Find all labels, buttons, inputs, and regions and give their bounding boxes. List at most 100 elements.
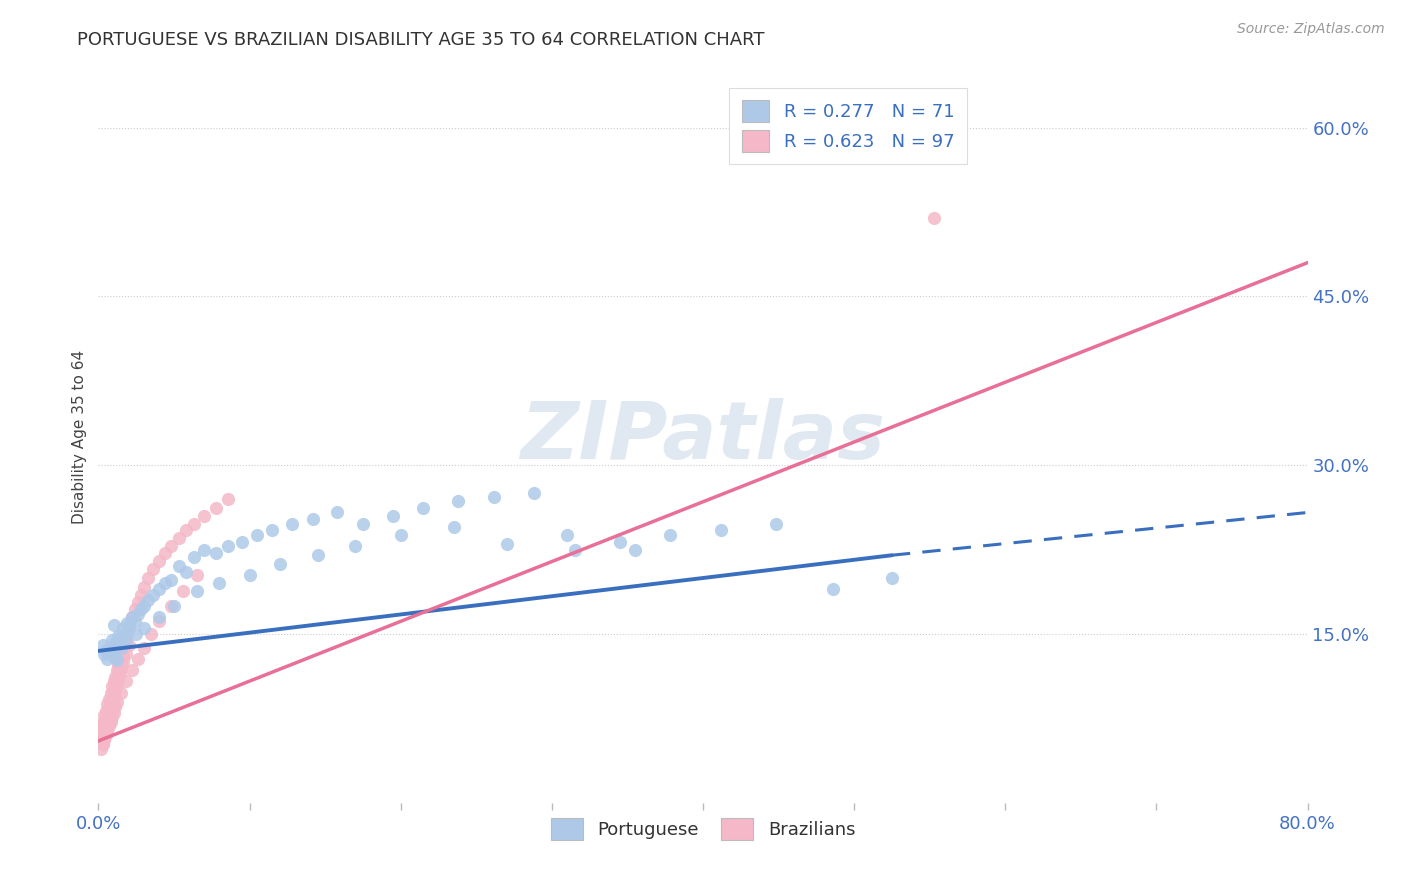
Point: [167, 532, 190, 546]
Point: [112, 627, 135, 641]
Point: [100, 714, 122, 729]
Point: [93, 647, 115, 661]
Point: [94, 644, 117, 658]
Point: [129, 588, 152, 602]
Point: [103, 649, 125, 664]
Point: [101, 632, 124, 647]
Point: [183, 550, 205, 565]
Point: [98, 700, 121, 714]
Point: [93, 723, 115, 737]
Point: [132, 621, 155, 635]
Point: [100, 708, 122, 723]
Point: [129, 602, 152, 616]
Point: [344, 539, 367, 553]
Point: [101, 679, 124, 693]
Point: [110, 640, 132, 655]
Point: [710, 524, 733, 538]
Point: [103, 674, 125, 689]
Point: [609, 534, 631, 549]
Point: [105, 694, 128, 708]
Point: [114, 647, 136, 661]
Point: [148, 582, 170, 596]
Point: [163, 599, 186, 613]
Point: [93, 732, 115, 747]
Point: [107, 666, 129, 681]
Point: [93, 708, 115, 723]
Point: [160, 539, 183, 553]
Point: [217, 491, 239, 506]
Point: [91, 638, 114, 652]
Point: [624, 542, 647, 557]
Point: [132, 599, 155, 613]
Point: [100, 646, 122, 660]
Point: [153, 546, 176, 560]
Point: [174, 524, 197, 538]
Text: Source: ZipAtlas.com: Source: ZipAtlas.com: [1237, 22, 1385, 37]
Legend: Portuguese, Brazilians: Portuguese, Brazilians: [541, 808, 865, 848]
Point: [90, 719, 112, 733]
Point: [98, 692, 121, 706]
Point: [121, 610, 143, 624]
Point: [132, 640, 155, 655]
Point: [110, 647, 132, 661]
Point: [124, 602, 146, 616]
Point: [136, 593, 159, 607]
Point: [114, 629, 136, 643]
Point: [90, 734, 112, 748]
Point: [142, 562, 165, 576]
Point: [107, 629, 129, 643]
Point: [98, 706, 121, 720]
Point: [412, 500, 434, 515]
Point: [193, 508, 215, 523]
Point: [495, 537, 517, 551]
Point: [105, 663, 128, 677]
Point: [94, 704, 117, 718]
Point: [91, 714, 114, 729]
Point: [208, 576, 231, 591]
Point: [105, 672, 128, 686]
Point: [108, 666, 131, 681]
Point: [91, 737, 114, 751]
Point: [93, 731, 115, 745]
Point: [103, 706, 125, 720]
Point: [118, 621, 141, 635]
Point: [104, 678, 127, 692]
Point: [307, 548, 329, 562]
Point: [148, 614, 170, 628]
Point: [922, 211, 945, 225]
Point: [94, 728, 117, 742]
Point: [110, 661, 132, 675]
Point: [124, 614, 146, 628]
Point: [148, 610, 170, 624]
Point: [93, 717, 115, 731]
Point: [183, 516, 205, 531]
Point: [100, 685, 122, 699]
Point: [281, 516, 304, 531]
Point: [136, 571, 159, 585]
Point: [103, 618, 125, 632]
Point: [352, 516, 374, 531]
Point: [658, 528, 681, 542]
Point: [105, 678, 128, 692]
Point: [94, 726, 117, 740]
Y-axis label: Disability Age 35 to 64: Disability Age 35 to 64: [72, 350, 87, 524]
Point: [104, 636, 127, 650]
Point: [193, 542, 215, 557]
Point: [239, 568, 262, 582]
Point: [115, 624, 138, 639]
Point: [108, 652, 131, 666]
Point: [114, 632, 136, 647]
Point: [103, 683, 125, 698]
Point: [111, 649, 134, 664]
Point: [96, 652, 118, 666]
Point: [564, 542, 586, 557]
Point: [111, 655, 134, 669]
Point: [98, 719, 121, 733]
Point: [110, 685, 132, 699]
Point: [108, 635, 131, 649]
Point: [96, 706, 118, 720]
Point: [91, 728, 114, 742]
Point: [110, 629, 132, 643]
Point: [90, 741, 112, 756]
Point: [127, 652, 149, 666]
